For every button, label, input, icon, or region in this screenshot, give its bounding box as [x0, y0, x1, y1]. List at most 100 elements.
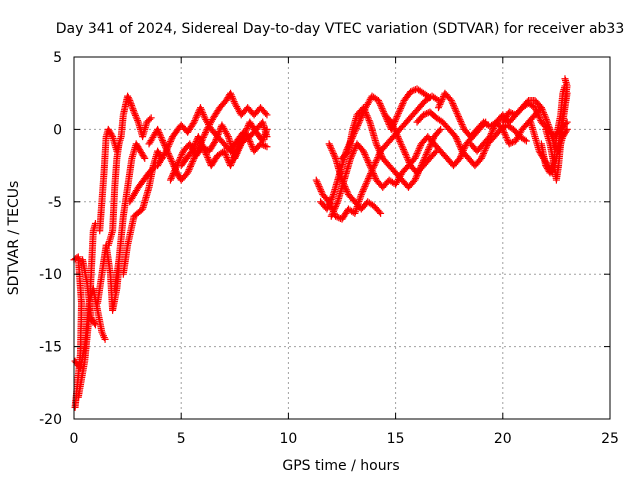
data-point: [502, 132, 510, 140]
data-point: [429, 136, 437, 144]
data-point: [329, 192, 337, 200]
data-point: [328, 194, 336, 202]
data-point: [171, 166, 179, 174]
data-point: [439, 94, 447, 102]
data-point: [505, 108, 513, 116]
data-point: [379, 106, 387, 114]
data-point: [325, 200, 333, 208]
data-point: [201, 149, 209, 157]
data-point: [160, 140, 168, 148]
data-point: [312, 176, 320, 184]
data-point: [262, 127, 270, 135]
data-point: [196, 136, 204, 144]
data-point: [412, 153, 420, 161]
data-point: [369, 170, 377, 178]
data-point: [424, 146, 432, 154]
data-point: [399, 146, 407, 154]
data-point: [197, 139, 205, 147]
data-point: [204, 155, 212, 163]
data-point: [186, 164, 194, 172]
data-point: [437, 125, 445, 133]
data-point: [437, 97, 445, 105]
data-point: [214, 131, 222, 139]
data-point: [480, 150, 488, 158]
data-point: [326, 199, 334, 207]
data-point: [241, 129, 249, 137]
data-point: [327, 143, 335, 151]
data-point: [540, 110, 548, 118]
data-point: [419, 111, 427, 119]
y-tick-label: -20: [39, 412, 62, 428]
data-point: [426, 142, 434, 150]
data-point: [420, 155, 428, 163]
data-point: [259, 135, 267, 143]
data-point: [418, 160, 426, 168]
data-point: [487, 129, 495, 137]
data-point: [417, 162, 425, 170]
data-point: [191, 115, 199, 123]
y-tick-label: -15: [39, 340, 62, 356]
data-point: [436, 100, 444, 108]
data-point: [372, 157, 380, 165]
data-point: [115, 140, 123, 148]
data-point: [532, 105, 540, 113]
data-point: [417, 163, 425, 171]
data-point: [402, 150, 410, 158]
data-point: [171, 165, 179, 173]
data-point: [176, 155, 184, 163]
data-point: [363, 112, 371, 120]
data-point: [242, 128, 250, 136]
data-point: [228, 158, 236, 166]
data-point: [374, 143, 382, 151]
data-point: [453, 109, 461, 117]
data-point: [262, 109, 270, 117]
data-point: [189, 120, 197, 128]
data-point: [394, 133, 402, 141]
data-point: [331, 153, 339, 161]
data-point: [389, 121, 397, 129]
data-point: [376, 100, 384, 108]
data-point: [332, 203, 340, 211]
data-point: [359, 187, 367, 195]
data-point: [347, 154, 355, 162]
data-point: [199, 110, 207, 118]
data-point: [416, 165, 424, 173]
data-point: [215, 129, 223, 137]
data-point: [260, 141, 268, 149]
data-point: [544, 119, 552, 127]
data-point: [389, 122, 397, 130]
x-tick-label: 25: [601, 431, 619, 447]
data-point: [374, 96, 382, 104]
data-point: [542, 115, 550, 123]
data-point: [542, 114, 550, 122]
data-point: [351, 145, 359, 153]
data-point: [412, 151, 420, 159]
data-point: [505, 140, 513, 148]
data-point: [169, 170, 177, 178]
data-point: [331, 204, 339, 212]
data-point: [452, 108, 460, 116]
data-point: [545, 124, 553, 132]
y-axis-ticks: -20 -15 -10 -5 0 5: [39, 50, 610, 428]
data-point: [333, 199, 341, 207]
data-point: [125, 95, 133, 103]
data-point: [455, 114, 463, 122]
data-point: [412, 173, 420, 181]
data-point: [328, 211, 336, 219]
data-point: [236, 141, 244, 149]
data-point: [419, 158, 427, 166]
data-point: [414, 146, 422, 154]
data-point: [215, 127, 223, 135]
data-point: [201, 130, 209, 138]
data-point: [394, 111, 402, 119]
data-point: [237, 139, 245, 147]
data-point: [448, 98, 456, 106]
data-point: [133, 115, 141, 123]
data-point: [454, 139, 462, 147]
data-point: [164, 142, 172, 150]
data-point: [447, 96, 455, 104]
data-point: [535, 112, 543, 120]
data-point: [364, 113, 372, 121]
data-point: [263, 143, 271, 151]
data-point: [191, 117, 199, 125]
